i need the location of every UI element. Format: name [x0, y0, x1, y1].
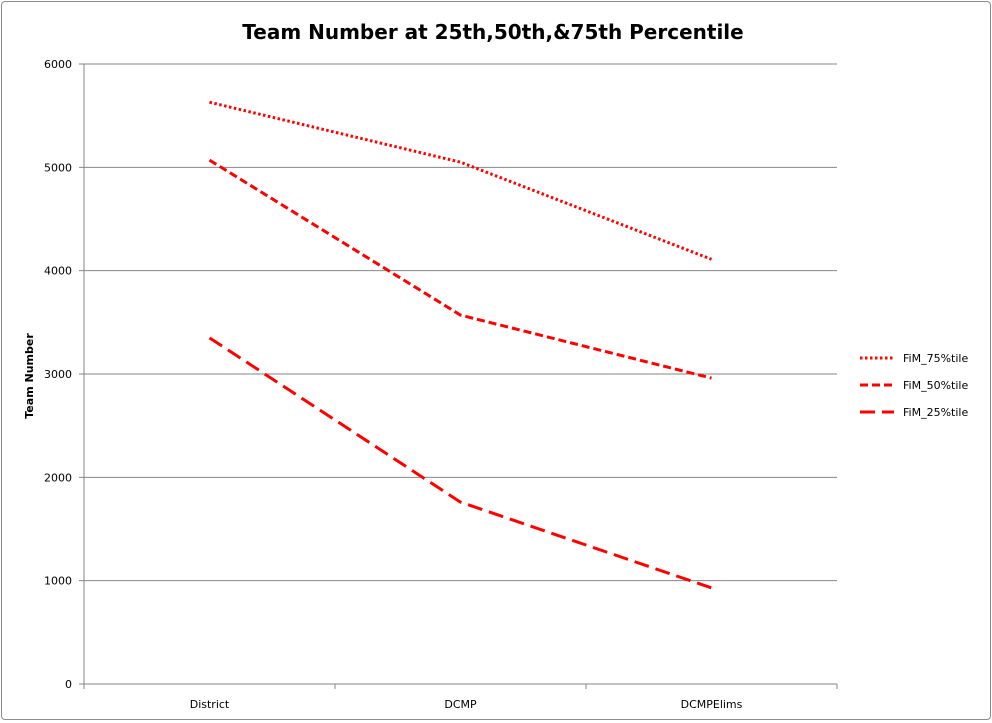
series-line-2 [208, 336, 712, 590]
y-axis-title: Team Number [23, 333, 36, 419]
gridlines [84, 63, 837, 582]
y-tick-label-4: 4000 [44, 265, 72, 278]
series-lines [208, 100, 713, 590]
x-tick-labels: District DCMP DCMPElims [190, 698, 743, 711]
chart-title: Team Number at 25th,50th,&75th Percentil… [242, 20, 743, 44]
y-tick-label-5: 5000 [44, 161, 72, 174]
y-tick-labels: 0 1000 2000 3000 4000 5000 6000 [44, 58, 72, 691]
x-tick-label-0: District [190, 698, 230, 711]
y-tick-label-3: 3000 [44, 368, 72, 381]
series-line-0 [209, 100, 713, 261]
y-tick-label-1: 1000 [44, 575, 72, 588]
axes [79, 63, 838, 689]
x-tick-label-2: DCMPElims [681, 698, 743, 711]
y-tick-label-6: 6000 [44, 58, 72, 71]
legend: FiM_75%tile FiM_50%tile FiM_25%tile [860, 352, 968, 419]
legend-label-2: FiM_25%tile [903, 406, 968, 419]
legend-label-1: FiM_50%tile [903, 379, 968, 392]
series-line-1 [208, 158, 712, 380]
legend-label-0: FiM_75%tile [903, 352, 968, 365]
y-tick-label-2: 2000 [44, 471, 72, 484]
y-tick-label-0: 0 [65, 678, 72, 691]
x-tick-label-1: DCMP [444, 698, 477, 711]
